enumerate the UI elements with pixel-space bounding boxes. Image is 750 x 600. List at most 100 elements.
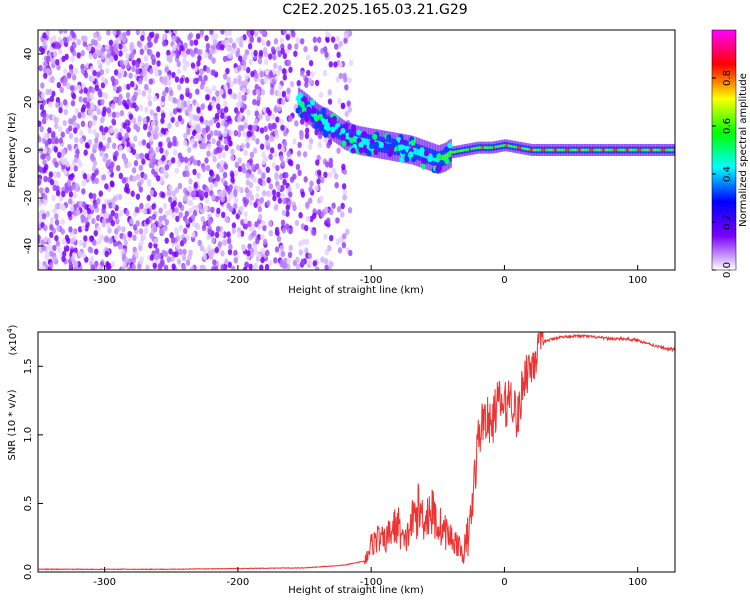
spectrogram-noise-cell <box>341 242 347 249</box>
spectrogram-ridge-peak <box>491 146 494 149</box>
spectrogram-noise-cell <box>314 185 319 192</box>
spectrogram-noise-cell <box>317 209 322 216</box>
spectrogram-noise-cell <box>57 151 62 159</box>
spectrogram-noise-cell <box>56 64 61 71</box>
spectrogram-noise-cell <box>273 257 278 264</box>
spectrogram-noise-cell <box>337 247 343 254</box>
spectrogram-noise-cell <box>271 78 277 86</box>
spectrogram-noise-cell <box>213 129 219 137</box>
spectrogram-ridge-peak <box>584 148 587 152</box>
spectrogram-noise-cell <box>185 48 191 55</box>
spectrogram-ridge-peak <box>548 148 552 152</box>
spectrogram-noise-cell <box>131 167 137 174</box>
spectrogram-noise-cell <box>266 199 271 207</box>
spectrogram-noise-cell <box>80 216 86 224</box>
spectrogram-noise-cell <box>166 256 172 263</box>
spectrogram-noise-cell <box>282 74 288 81</box>
spectrogram-noise-cell <box>214 246 219 254</box>
spectrogram-noise-cell <box>62 37 68 44</box>
spectrogram-noise-cell <box>222 55 228 63</box>
spectrogram-noise-cell <box>77 251 83 258</box>
spectrogram-noise-cell <box>230 148 235 155</box>
spectrogram-noise-cell <box>96 198 101 205</box>
spectrogram-noise-cell <box>294 120 299 127</box>
spectrogram-noise-cell <box>158 215 163 222</box>
spectrogram-noise-cell <box>143 173 148 180</box>
spectrogram-noise-cell <box>283 257 288 265</box>
spectrogram-noise-cell <box>57 48 63 55</box>
spectrogram-noise-cell <box>125 92 131 99</box>
spectrogram-noise-cell <box>161 249 166 257</box>
spectrogram-noise-cell <box>185 170 190 178</box>
spectrogram-noise-cell <box>42 166 47 174</box>
spectrogram-noise-cell <box>131 59 137 66</box>
spectrogram-noise-cell <box>222 73 228 80</box>
spectrogram-noise-cell <box>38 120 42 127</box>
spectrogram-noise-cell <box>43 72 48 79</box>
spectrogram-noise-cell <box>257 178 262 185</box>
spectrogram-noise-cell <box>55 101 60 109</box>
spectrogram-noise-cell <box>119 59 124 67</box>
spectrogram-noise-cell <box>52 255 58 263</box>
spectrogram-ridge-peak <box>600 148 603 152</box>
spectrogram-x-tick-label: 0 <box>501 275 507 286</box>
spectrogram-noise-cell <box>175 242 181 250</box>
spectrogram-ridge-peak <box>625 148 628 152</box>
spectrogram-noise-cell <box>179 45 184 52</box>
spectrogram-noise-cell <box>138 186 144 193</box>
spectrogram-noise-cell <box>215 90 220 97</box>
spectrogram-noise-cell <box>112 30 117 36</box>
spectrogram-noise-cell <box>248 199 254 206</box>
spectrogram-noise-cell <box>92 69 97 77</box>
spectrogram-noise-cell <box>71 32 76 39</box>
spectrogram-noise-cell <box>96 71 101 78</box>
spectrogram-noise-cell <box>222 239 227 246</box>
snr-multiplier-label: (x104) <box>6 324 19 355</box>
spectrogram-noise-cell <box>334 181 339 189</box>
spectrogram-noise-cell <box>347 106 352 113</box>
spectrogram-noise-cell <box>327 244 332 252</box>
spectrogram-noise-cell <box>162 214 167 221</box>
spectrogram-ridge-peak <box>587 148 590 152</box>
spectrogram-noise-cell <box>255 237 260 245</box>
spectrogram-noise-cell <box>209 30 214 35</box>
spectrogram-noise-cell <box>94 248 99 255</box>
spectrogram-noise-cell <box>307 77 312 84</box>
spectrogram-noise-cell <box>69 205 75 213</box>
spectrogram-noise-cell <box>109 127 114 134</box>
spectrogram-ridge-peak <box>630 148 633 152</box>
spectrogram-noise-cell <box>46 154 51 162</box>
spectrogram-noise-cell <box>145 264 150 270</box>
spectrogram-noise-cell <box>74 182 80 190</box>
spectrogram-ridge-peak <box>592 148 595 152</box>
spectrogram-ridge-peak <box>553 148 556 152</box>
spectrogram-ridge-peak <box>435 155 438 162</box>
spectrogram-noise-cell <box>137 140 143 147</box>
spectrogram-ridge-peak <box>657 148 660 152</box>
spectrogram-noise-cell <box>55 190 61 197</box>
spectrogram-noise-cell <box>105 59 111 66</box>
spectrogram-ridge-peak <box>574 148 577 152</box>
spectrogram-ridge-peak <box>417 149 421 156</box>
spectrogram-noise-cell <box>209 183 214 191</box>
spectrogram-ridge-peak <box>419 149 422 157</box>
spectrogram-noise-cell <box>141 158 146 165</box>
spectrogram-noise-cell <box>182 58 187 65</box>
spectrogram-noise-cell <box>298 211 303 219</box>
spectrogram-noise-cell <box>341 163 346 171</box>
spectrogram-ridge-blob <box>439 159 445 166</box>
spectrogram-noise-cell <box>268 259 273 267</box>
spectrogram-noise-cell <box>188 178 193 185</box>
spectrogram-noise-cell <box>261 172 266 180</box>
spectrogram-noise-cell <box>331 202 336 209</box>
spectrogram-ridge-blob <box>424 150 430 157</box>
spectrogram-noise-cell <box>255 88 261 96</box>
spectrogram-noise-cell <box>53 179 59 187</box>
spectrogram-noise-cell <box>324 51 329 58</box>
spectrogram-noise-cell <box>280 160 286 167</box>
spectrogram-y-tick-label: -20 <box>23 190 34 206</box>
spectrogram-noise-cell <box>94 169 99 176</box>
spectrogram-noise-cell <box>268 71 274 78</box>
spectrogram-ridge-blob <box>327 117 333 124</box>
spectrogram-noise-cell <box>195 33 201 40</box>
